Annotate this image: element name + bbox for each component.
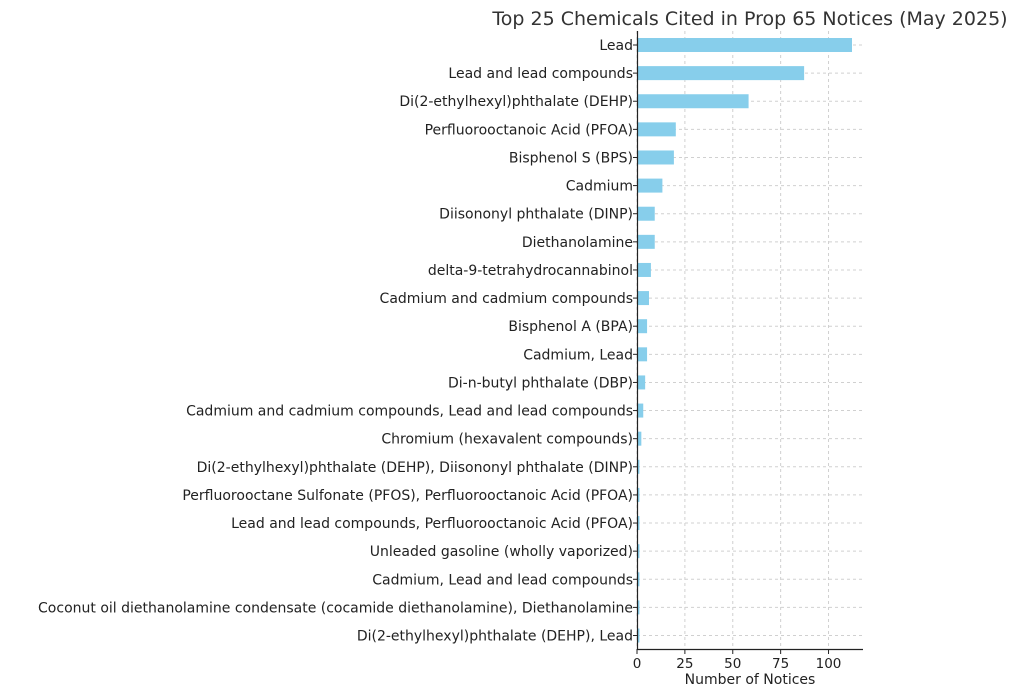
bar: [637, 38, 853, 52]
x-tick-label: 25: [676, 656, 693, 672]
x-tick-label: 0: [633, 656, 642, 672]
category-labels: Lead Lead and lead compounds Di(2-ethylhex…: [38, 38, 633, 645]
category-label: Cadmium, Lead and lead compounds: [372, 572, 633, 588]
category-label: Chromium (hexavalent compounds): [381, 432, 633, 448]
chart-title: Top 25 Chemicals Cited in Prop 65 Notice…: [491, 8, 1007, 30]
category-label: Cadmium and cadmium compounds: [380, 291, 633, 307]
bar: [637, 516, 640, 531]
bar: [637, 487, 640, 502]
category-label: Lead: [599, 38, 633, 54]
category-label: Di-n-butyl phthalate (DBP): [448, 375, 633, 391]
bar: [637, 150, 674, 165]
category-label: Di(2-ethylhexyl)phthalate (DEHP), Diison…: [197, 460, 633, 476]
x-tick-label: 75: [772, 656, 789, 672]
bar: [637, 206, 655, 221]
x-axis-label: Number of Notices: [685, 672, 816, 688]
bar: [637, 375, 646, 390]
grid: [636, 31, 863, 649]
category-label: Perfluorooctane Sulfonate (PFOS), Perflu…: [182, 488, 633, 504]
category-label: Lead and lead compounds, Perfluorooctano…: [231, 516, 633, 532]
category-label: Di(2-ethylhexyl)phthalate (DEHP): [399, 94, 633, 110]
category-label: Di(2-ethylhexyl)phthalate (DEHP), Lead: [357, 629, 633, 645]
category-label: Cadmium and cadmium compounds, Lead and …: [186, 404, 633, 420]
bar: [637, 431, 642, 446]
category-label: delta-9-tetrahydrocannabinol: [428, 263, 633, 279]
bar: [637, 178, 663, 193]
bar: [637, 572, 640, 587]
category-label: Diisononyl phthalate (DINP): [439, 207, 633, 223]
x-tick-label: 50: [724, 656, 741, 672]
category-label: Cadmium, Lead: [523, 347, 633, 363]
category-label: Perfluorooctanoic Acid (PFOA): [425, 122, 633, 138]
bar: [637, 94, 749, 109]
bar: [637, 122, 676, 137]
bar: [637, 66, 805, 81]
category-label: Unleaded gasoline (wholly vaporized): [370, 544, 633, 560]
bar: [637, 262, 651, 277]
category-label: Diethanolamine: [522, 235, 633, 251]
x-tick-label: 100: [816, 656, 842, 672]
bar: [637, 544, 640, 559]
x-axis-ticks: 0 25 50 75 100: [633, 44, 842, 672]
category-label: Bisphenol S (BPS): [509, 150, 633, 166]
bar: [637, 234, 655, 249]
bars: [637, 38, 853, 643]
bar: [637, 291, 649, 306]
bar: [637, 347, 648, 362]
category-label: Lead and lead compounds: [448, 66, 633, 82]
category-label: Coconut oil diethanolamine condensate (c…: [38, 600, 633, 616]
bar: [637, 319, 648, 334]
bar: [637, 600, 640, 615]
category-label: Bisphenol A (BPA): [508, 319, 633, 335]
category-label: Cadmium: [566, 179, 633, 195]
bar: [637, 628, 640, 643]
bar: [637, 403, 644, 418]
bar: [637, 459, 640, 474]
